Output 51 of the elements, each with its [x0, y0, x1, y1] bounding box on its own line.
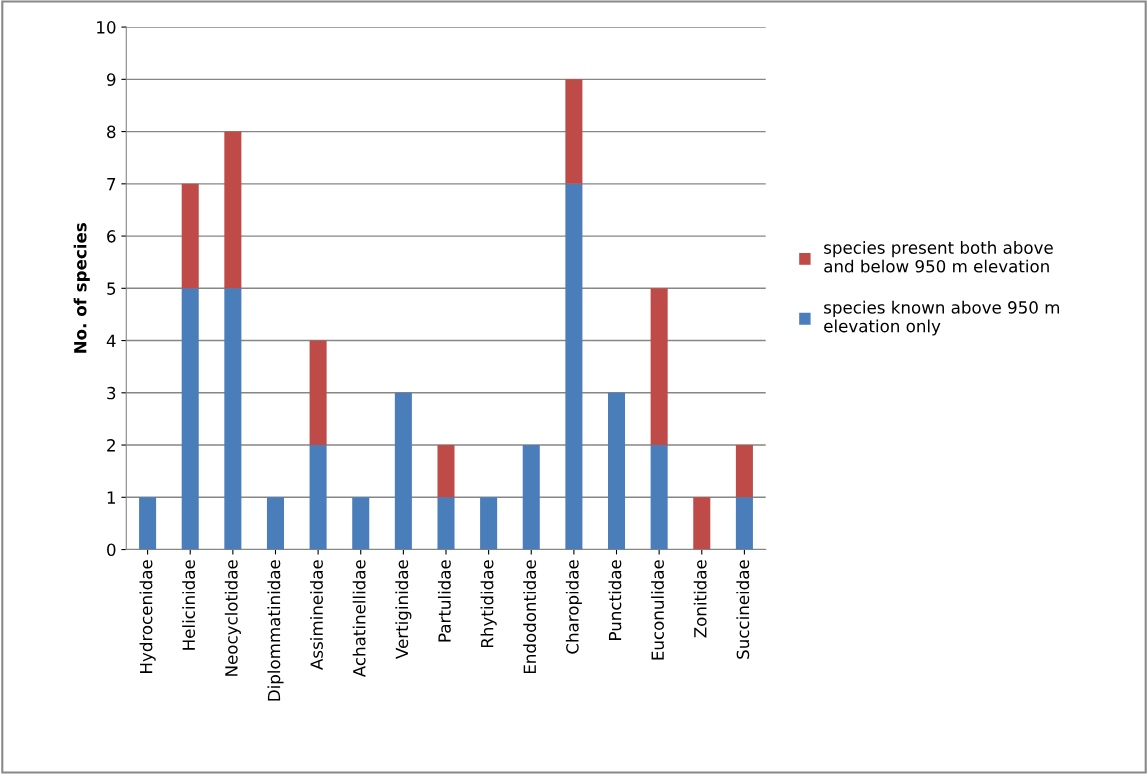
bar: [735, 445, 753, 498]
x-tick-label: Vertiginidae: [395, 560, 412, 659]
bar: [224, 131, 242, 289]
x-tick-label: Hydrocenidae: [139, 560, 156, 673]
x-tick-label: Rhytididae: [480, 560, 497, 648]
y-tick-label: 4: [106, 334, 116, 347]
bar: [181, 183, 199, 289]
bar: [309, 445, 327, 550]
y-tick-label: 10: [97, 21, 116, 34]
x-tick-label: Punctidae: [608, 560, 622, 640]
x-tick-label: Helicinidae: [182, 560, 196, 650]
bar: [522, 445, 540, 550]
bar: [266, 497, 285, 550]
bar: [565, 79, 583, 184]
y-tick-label: 1: [107, 491, 116, 504]
legend-label: species known above 950 m elevation only: [824, 300, 1060, 336]
x-tick-label: Zonitidae: [693, 560, 707, 638]
x-tick-label: Assimineidae: [310, 560, 323, 670]
bar: [139, 497, 157, 550]
bar: [224, 288, 242, 550]
x-tick-label: Achatinellidae: [352, 560, 366, 678]
y-tick-label: 7: [107, 178, 116, 191]
y-axis-title: No. of species: [73, 223, 90, 353]
bar: [650, 445, 668, 550]
y-tick-label: 9: [107, 73, 116, 86]
x-tick-label: Charopidae: [565, 560, 582, 654]
y-tick-label: 6: [107, 230, 116, 243]
x-tick-label: Diplommatinidae: [267, 560, 284, 701]
bar: [735, 497, 753, 550]
y-tick-label: 3: [107, 386, 116, 400]
x-tick-label: Neocyclotidae: [224, 560, 241, 676]
bar: [693, 497, 711, 550]
bar: [607, 392, 626, 550]
bar: [394, 392, 412, 550]
x-tick-label: Euconulidae: [651, 560, 664, 660]
bar: [437, 497, 455, 550]
bar: [480, 497, 498, 550]
bar: [565, 183, 583, 550]
x-tick-label: Partulidae: [437, 560, 451, 642]
y-tick-label: 0: [107, 543, 116, 557]
bar: [309, 340, 327, 446]
y-tick-label: 5: [107, 282, 116, 295]
bar: [650, 288, 668, 446]
legend-label: species present both above and below 950 m elevation: [824, 241, 1053, 273]
bar: [181, 288, 199, 550]
x-tick-label: Endodontidae: [523, 560, 537, 674]
bar: [352, 497, 370, 550]
y-tick-label: 2: [107, 439, 115, 452]
x-tick-label: Succineidae: [736, 560, 750, 659]
bar: [437, 445, 455, 498]
y-tick-label: 8: [107, 125, 116, 139]
